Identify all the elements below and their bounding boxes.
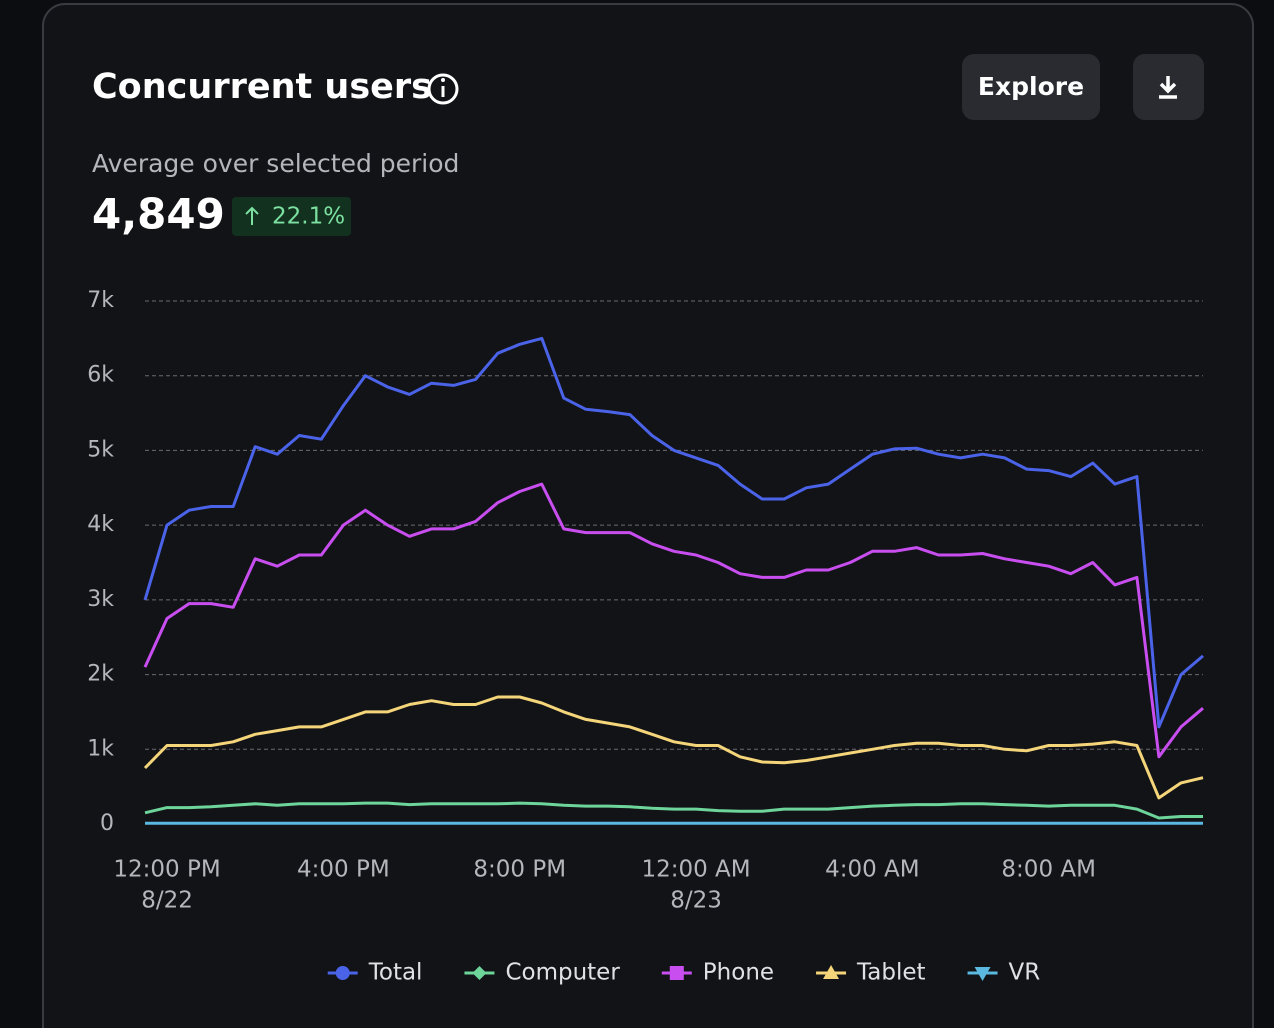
legend-marker (669, 966, 684, 980)
x-tick-label: 12:00 PM (113, 857, 220, 883)
legend-label: Tablet (856, 960, 926, 986)
legend-item: VR (967, 960, 1041, 986)
series-line (143, 695, 1204, 800)
info-circle (427, 73, 459, 105)
y-tick-label: 7k (87, 288, 114, 313)
legend-item: Computer (464, 960, 620, 986)
explore-button[interactable]: Explore (962, 54, 1100, 120)
y-tick-label: 2k (87, 662, 114, 687)
y-tick-label: 0 (100, 811, 114, 836)
button-bg (962, 54, 1100, 120)
legend-label: Total (368, 960, 423, 986)
x-tick-label: 8/23 (670, 888, 722, 914)
legend-label: Computer (505, 960, 620, 986)
y-tick-label: 4k (87, 512, 114, 537)
info-icon[interactable] (427, 73, 459, 105)
card-frame (42, 3, 1254, 1028)
legend-marker (974, 967, 991, 981)
download-icon (1159, 76, 1177, 99)
y-tick-label: 6k (87, 363, 114, 388)
legend-item: Total (327, 960, 423, 986)
legend-marker (335, 966, 350, 980)
subtitle: Average over selected period (92, 149, 459, 178)
x-tick-label: 4:00 PM (297, 857, 390, 883)
series-line (143, 482, 1204, 759)
kpi-value: 4,849 (92, 190, 225, 239)
series-line (143, 336, 1204, 729)
x-tick-label: 8/22 (141, 888, 193, 914)
x-tick-label: 8:00 AM (1001, 857, 1096, 883)
info-dot (441, 78, 445, 82)
series-line (144, 801, 1203, 820)
x-tick-label: 4:00 AM (825, 857, 920, 883)
legend: Total Computer Phone Tablet VR (327, 960, 1041, 986)
title: Concurrent users (92, 67, 432, 107)
x-tick-label: 12:00 AM (641, 857, 750, 883)
button-label: Explore (978, 72, 1084, 101)
y-tick-label: 5k (87, 437, 114, 462)
legend-item: Phone (661, 960, 774, 986)
x-tick-label: 8:00 PM (473, 857, 566, 883)
legend-label: VR (1009, 960, 1041, 986)
y-tick-label: 1k (87, 736, 114, 761)
legend-label: Phone (703, 960, 774, 986)
y-tick-label: 3k (87, 587, 114, 612)
download-button[interactable] (1133, 54, 1204, 120)
change-badge (232, 197, 351, 236)
legend-marker (823, 965, 840, 979)
change-value: 22.1% (272, 204, 345, 230)
legend-item: Tablet (816, 960, 926, 986)
up-arrow (245, 206, 259, 225)
legend-marker (472, 966, 487, 980)
